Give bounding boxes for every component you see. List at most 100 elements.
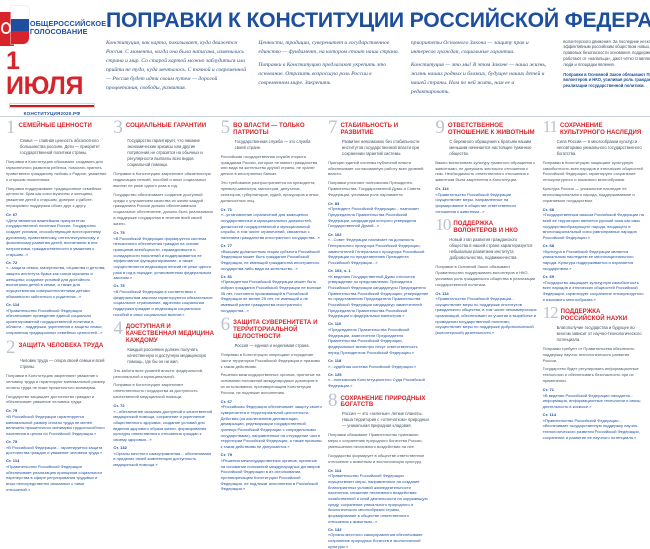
section-number: 2	[6, 336, 16, 358]
article-label: Ст. 71	[220, 206, 232, 212]
article-text: «Президент Российской Федерации... назна…	[327, 206, 420, 229]
header-main: ПОПРАВКИ К КОНСТИТУЦИИ РОССИЙСКОЙ ФЕДЕРА…	[98, 6, 650, 116]
article-label: Ст. 75	[113, 283, 125, 289]
article-text: «Правительство Российской Федерации осущ…	[435, 191, 517, 214]
section-lead: Развитие невозможно без стабильности инс…	[341, 138, 420, 156]
article-citation: Ст. 68 «Культура в Российской Федерации я…	[543, 243, 644, 271]
article-text: «Правительство Российской Федерации... о…	[435, 296, 537, 336]
section-heading: 4 ДОСТУПНАЯ И КАЧЕСТВЕННАЯ МЕДИЦИНА КАЖДО…	[113, 318, 215, 344]
section-lead: Новый этап развития гражданского обществ…	[449, 237, 533, 261]
article-text: «Органы местного самоуправления... обесп…	[113, 450, 212, 468]
section-paragraph: Решения межгосударственных органов, прин…	[220, 372, 321, 395]
section-number: 10	[435, 215, 451, 235]
article-text: «Правительство Российской Федерации обес…	[6, 307, 103, 336]
content-column-2: 3 СОЦИАЛЬНЫЕ ГАРАНТИИ Государство гарантир…	[113, 117, 215, 467]
article-citation: Ст. 75 «В Российской Федерации формируетс…	[113, 230, 214, 281]
article-text: «В ведении Российской Федерации находятс…	[542, 392, 641, 409]
content-column-4: 7 СТАБИЛЬНОСТЬ И РАЗВИТИЕ Развитие невозмо…	[327, 118, 429, 549]
section-lead: Государственная служба — это служба свое…	[234, 138, 311, 150]
article-citation: Ст. 72 «...защита семьи, материнства, отц…	[6, 260, 107, 300]
article-citation: Ст. 114 «Правительство Российской Федерац…	[328, 468, 429, 525]
section-lead: Человек труда — опора своей семьи и всей…	[20, 357, 105, 369]
article-text: «Органы местного самоуправления обеспечи…	[327, 532, 423, 549]
voting-date: 1 ИЮЛЯ	[6, 47, 84, 100]
article-label: Ст. 72	[113, 403, 125, 409]
article-citation: Ст. 77 «Высшим должностным лицом субъекта…	[221, 243, 322, 271]
intro-paragraph: приоритеты Основного Закона — защиту пра…	[410, 39, 529, 55]
article-label: Ст. 110	[327, 321, 342, 327]
article-label: Ст. 81	[220, 273, 232, 279]
section-number: 5	[220, 117, 231, 138]
section-8: 8 СОХРАНЕНИЕ ПРИРОДНЫХ БОГАТСТВ Россия — э…	[327, 389, 429, 549]
section-number: 9	[435, 117, 445, 138]
article-label: Ст. 83	[327, 200, 340, 206]
intro-column-4: волонтерского движения. За последние нес…	[563, 39, 650, 101]
section-number: 8	[327, 389, 338, 411]
article-label: Ст. 114	[435, 186, 449, 192]
article-citation: Ст. 118 «...судебная система Российской Ф…	[328, 358, 429, 369]
section-heading: 6 ЗАЩИТА СУВЕРЕНИТЕТА И ТЕРРИТОРИАЛЬНОЙ Ц…	[221, 315, 322, 340]
article-text: «Правительство Российской Федерации... о…	[542, 417, 640, 440]
section-paragraph: Поправки в Конституцию закрепляют обязат…	[113, 171, 211, 188]
section-paragraph: Важно воспитывать культуру гуманного обр…	[435, 159, 536, 183]
section-number: 3	[113, 117, 123, 138]
article-text: «В Российской Федерации в соответствии с…	[113, 288, 213, 317]
article-text: «В Российской Федерации гарантируется ми…	[6, 413, 105, 436]
section-paragraph: Поправки в Основной Закон обязывают Прав…	[435, 264, 536, 287]
section-lead: Благополучие государства и будущее во мн…	[556, 324, 642, 342]
article-label: Ст. 114	[6, 301, 20, 307]
section-title: ЗАЩИТА СУВЕРЕНИТЕТА И ТЕРРИТОРИАЛЬНОЙ ЦЕ…	[233, 319, 318, 340]
section-lead: Государство гарантирует, что никакие эко…	[127, 138, 203, 168]
article-citation: Ст. 75 «В Российской Федерации... гаранти…	[6, 439, 107, 456]
section-heading: 2 ЗАЩИТА ЧЕЛОВЕКА ТРУДА	[6, 336, 107, 358]
section-paragraph: Государство защищает достоинство граждан…	[6, 393, 95, 405]
flag-book-emblem-icon: ОБЩЕРОССИЙСКОЕ ГОЛОСОВАНИЕ	[0, 6, 106, 46]
article-citation: Ст. 114 «Правительство Российской Федерац…	[6, 458, 107, 492]
logo-line-2: ГОЛОСОВАНИЕ	[29, 26, 88, 36]
article-citation: Ст. 71 «В ведении Российской Федерации на…	[543, 387, 644, 410]
intro-column-2: Ценности, традиции, суверенитет и госуда…	[258, 39, 401, 101]
section-number: 4	[113, 318, 123, 340]
page-title: ПОПРАВКИ К КОНСТИТУЦИИ РОССИЙСКОЙ ФЕДЕРА…	[106, 8, 650, 32]
poster-root: ОБЩЕРОССИЙСКОЕ ГОЛОСОВАНИЕ 1 ИЮЛЯ КОНСТИ…	[0, 6, 650, 549]
section-paragraph: Поправки в Конституцию защищают культурн…	[542, 159, 643, 183]
website-url[interactable]: КОНСТИТУЦИЯ2020.РФ	[23, 111, 81, 116]
section-title: СОЦИАЛЬНЫЕ ГАРАНТИИ	[125, 122, 207, 129]
article-citation: Ст. 102 «...Совет Федерации назначает на …	[328, 232, 429, 266]
article-label: Ст. 69	[542, 273, 554, 279]
article-text: «Российская Федерация обеспечивает защит…	[220, 404, 322, 450]
article-label: Ст. 75	[6, 408, 18, 414]
section-heading: 1 СЕМЕЙНЫЕ ЦЕННОСТИ	[6, 118, 107, 137]
article-citation: Ст. 67 «Российская Федерация обеспечивает…	[221, 399, 322, 450]
article-text: «...установление ограничений для замещен…	[220, 212, 321, 240]
article-label: Ст. 67	[220, 398, 232, 404]
section-paragraph: Это забота всех уровней власти: федераль…	[113, 367, 204, 379]
section-paragraph: Культура России — уникальное наследие ее…	[542, 186, 635, 203]
section-paragraph: Российская государственная служба открыт…	[220, 153, 318, 177]
article-text: «Государство защищает культурную самобыт…	[542, 279, 644, 302]
section-title: ДОСТУПНАЯ И КАЧЕСТВЕННАЯ МЕДИЦИНА КАЖДОМ…	[125, 323, 215, 344]
article-label: Ст. 75	[113, 229, 125, 235]
article-label: Ст. 103, ч. 1	[327, 268, 351, 274]
section-title: СОХРАНЕНИЕ КУЛЬТУРНОГО НАСЛЕДИЯ	[560, 122, 642, 136]
section-12: 12 ПОДДЕРЖКА РОССИЙСКОЙ НАУКИ Благополучие…	[543, 304, 644, 440]
section-paragraph: Принцип единой системы публичной власти …	[327, 159, 424, 177]
article-text: «...защита семьи, материнства, отцовства…	[6, 265, 106, 299]
section-heading: 9 ОТВЕТСТВЕННОЕ ОТНОШЕНИЕ К ЖИВОТНЫМ	[435, 117, 536, 138]
section-10: 10 ПОДДЕРЖКА ВОЛОНТЕРОВ И НКО Новый этап р…	[435, 215, 537, 336]
article-label: Ст. 67	[6, 212, 18, 218]
article-citation: Ст. 114 «Правительство Российской Федерац…	[543, 412, 644, 440]
section-7: 7 СТАБИЛЬНОСТЬ И РАЗВИТИЕ Развитие невозмо…	[327, 118, 429, 389]
sections-columns: 1 СЕМЕЙНЫЕ ЦЕННОСТИ Семья — главная ценнос…	[0, 116, 650, 549]
article-text: «Высшим должностным лицом субъекта Росси…	[220, 248, 320, 271]
logo-text: ОБЩЕРОССИЙСКОЕ ГОЛОСОВАНИЕ	[30, 6, 106, 35]
section-heading: 8 СОХРАНЕНИЕ ПРИРОДНЫХ БОГАТСТВ	[327, 389, 429, 411]
section-paragraph: Поправки в Конституцию запрещают отчужде…	[220, 351, 321, 369]
article-text: «Председатель Правительства Российской Ф…	[327, 327, 418, 355]
section-title: ВО ВЛАСТИ — ТОЛЬКО ПАТРИОТЫ	[233, 122, 305, 136]
coat-of-arms-icon	[0, 22, 11, 34]
russian-flag-page-icon	[10, 6, 29, 44]
russian-flag-bar-icon	[9, 103, 95, 108]
article-text: «Президентом Российской Федерации может …	[220, 279, 322, 313]
article-citation: Ст. 132 «Органы местного самоуправления о…	[328, 527, 429, 549]
